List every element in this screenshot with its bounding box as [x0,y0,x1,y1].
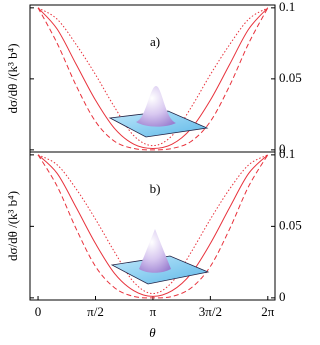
x-tick-label: π [150,304,157,319]
curve [37,154,269,299]
curve [37,154,269,295]
curve [37,154,269,297]
y-tick-label: 0 [279,289,286,304]
inset-a [108,86,209,138]
inset-b [110,229,210,285]
y-axis-label: dσ/dθ /(k³ b⁴) [5,43,20,113]
y-axis-label: dσ/dθ /(k³ b⁴) [5,191,20,261]
y-tick-label: 0.05 [279,70,302,85]
x-axis-label: θ [149,325,156,340]
panel-label: b) [150,181,161,196]
x-tick-label: 2π [261,304,275,319]
y-tick-label: 0 [279,141,286,156]
x-tick-label: 0 [35,304,42,319]
x-tick-label: 3π/2 [199,304,222,319]
y-tick-label: 0.1 [279,0,295,14]
y-tick-label: 0.05 [279,217,302,232]
y-tick-label: 0.1 [279,146,295,161]
x-tick-label: π/2 [87,304,104,319]
panel-label: a) [150,34,160,49]
curve [37,7,269,149]
curve [37,7,269,151]
figure: 00.050.1dσ/dθ /(k³ b⁴)a) 00.050.10 π/2 π 3π… [5,0,302,340]
